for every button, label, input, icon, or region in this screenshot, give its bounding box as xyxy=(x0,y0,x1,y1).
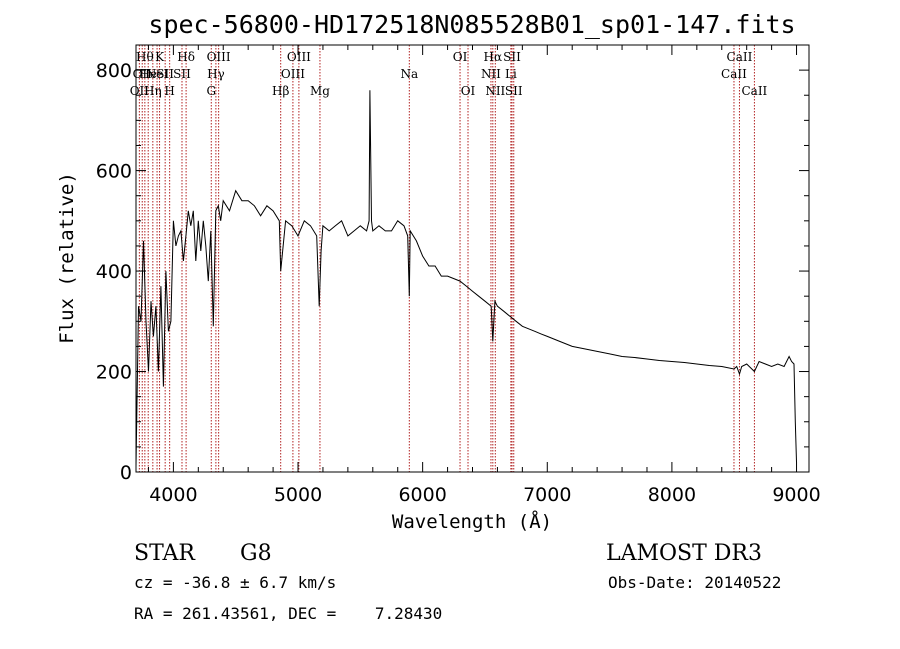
x-tick-label: 9000 xyxy=(772,484,820,506)
y-tick-label: 0 xyxy=(120,462,132,484)
line-marker-label: SII xyxy=(505,84,523,98)
line-marker-label: NII xyxy=(481,67,501,81)
y-tick-label: 200 xyxy=(96,362,132,384)
spectrum-line xyxy=(135,90,797,468)
line-marker-label: Mg xyxy=(310,84,330,98)
line-marker-label: Hδ xyxy=(177,50,195,64)
line-marker-label: Hθ xyxy=(136,50,154,64)
line-marker-label: CaII xyxy=(741,84,767,98)
line-marker-label: OIII xyxy=(287,50,311,64)
line-marker-label: K xyxy=(155,50,165,64)
line-marker-label: Hη xyxy=(144,84,162,98)
line-marker-label: Hβ xyxy=(272,84,289,98)
line-marker-label: SII xyxy=(503,50,521,64)
obs-date: Obs-Date: 20140522 xyxy=(608,573,781,592)
line-marker-label: OI xyxy=(461,84,476,98)
line-marker-label: Li xyxy=(505,67,517,81)
line-marker-labels: OIIOIIHθHeHηNeIKSIIHHδSIIGHγOIIIHβOIIIOI… xyxy=(130,50,768,98)
x-tick-label: 6000 xyxy=(398,484,446,506)
line-markers xyxy=(138,45,755,472)
object-subclass: G8 xyxy=(240,541,272,566)
radec-readout: RA = 261.43561, DEC = 7.28430 xyxy=(134,604,442,623)
y-tick-label: 400 xyxy=(96,261,132,283)
line-marker-label: OIII xyxy=(207,50,231,64)
x-axis-ticks: 4000 5000 6000 7000 8000 9000 xyxy=(147,45,821,506)
line-marker-label: SII xyxy=(173,67,191,81)
y-axis-ticks: 0 200 400 600 800 xyxy=(96,44,809,484)
x-tick-label: 5000 xyxy=(274,484,322,506)
line-marker-label: SII xyxy=(156,67,174,81)
plot-frame xyxy=(135,44,810,473)
x-tick-label: 8000 xyxy=(648,484,696,506)
line-marker-label: CaII xyxy=(721,67,747,81)
y-tick-label: 600 xyxy=(96,161,132,183)
line-marker-label: NII xyxy=(485,84,505,98)
line-marker-label: G xyxy=(206,84,216,98)
chart-title: spec-56800-HD172518N085528B01_sp01-147.f… xyxy=(148,10,795,39)
survey-name: LAMOST DR3 xyxy=(606,541,762,566)
line-marker-label: OII xyxy=(130,84,150,98)
redshift-readout: cz = -36.8 ± 6.7 km/s xyxy=(134,573,336,592)
y-tick-label: 800 xyxy=(96,60,132,82)
line-marker-label: OIII xyxy=(281,67,305,81)
line-marker-label: Hγ xyxy=(207,67,225,81)
line-marker-label: OI xyxy=(453,50,468,64)
x-axis-label: Wavelength (Å) xyxy=(392,510,552,533)
x-tick-label: 7000 xyxy=(523,484,571,506)
y-axis-label: Flux (relative) xyxy=(56,172,78,344)
line-marker-label: NeI xyxy=(146,67,169,81)
x-tick-label: 4000 xyxy=(149,484,197,506)
line-marker-label: Na xyxy=(400,67,418,81)
line-marker-label: Hα xyxy=(484,50,503,64)
object-class: STAR xyxy=(134,541,196,566)
line-marker-label: CaII xyxy=(727,50,753,64)
line-marker-label: H xyxy=(164,84,174,98)
